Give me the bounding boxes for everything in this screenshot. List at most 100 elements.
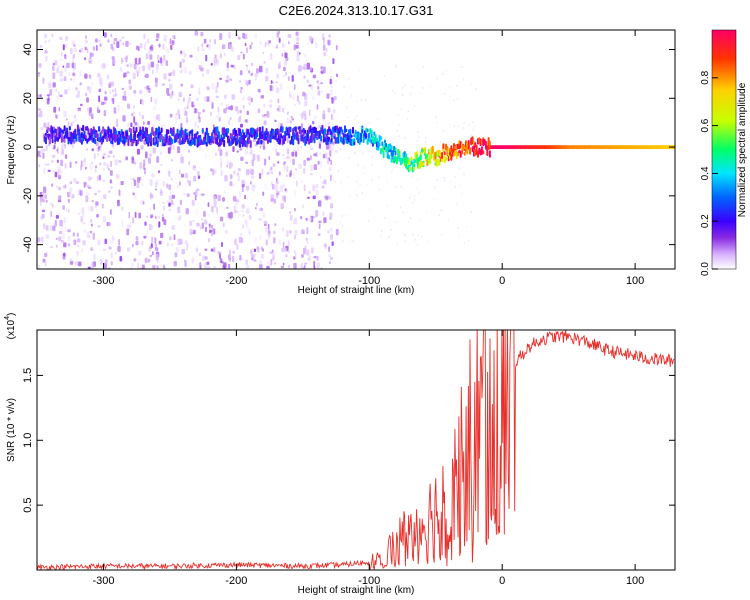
spectrogram-noise-cell xyxy=(60,240,64,243)
spectrogram-noise-cell xyxy=(330,174,332,182)
spectrogram-noise-cell xyxy=(111,56,115,61)
spectrogram-noise-cell xyxy=(74,161,78,164)
spectrogram-noise-cell xyxy=(330,203,333,209)
spectrogram-ridge-cell xyxy=(382,150,385,159)
spectrogram-noise-cell xyxy=(204,96,207,102)
spectrogram-noise-cell xyxy=(252,153,256,161)
spectrogram-noise-cell xyxy=(165,35,169,38)
spectrogram-noise-cell xyxy=(216,82,219,88)
spectrogram-noise-cell xyxy=(107,222,111,227)
spectrogram-ridge-cell xyxy=(381,141,384,146)
spectrogram-noise-cell xyxy=(277,161,280,164)
spectrogram-ridge-cell xyxy=(482,150,485,155)
spectrogram-noise-cell xyxy=(71,142,75,149)
spectrogram-noise-cell xyxy=(145,73,149,78)
spectrogram-noise-cell xyxy=(142,201,145,205)
spectrogram-noise-cell xyxy=(110,160,112,168)
spectrogram-noise-cell xyxy=(226,164,228,168)
spectrogram-noise-cell xyxy=(102,248,106,251)
spectrogram-noise-cell xyxy=(300,263,303,269)
spectrogram-noise-cell xyxy=(41,192,45,199)
spectrogram-noise-cell xyxy=(293,217,298,225)
spectrogram-noise-cell xyxy=(248,95,251,102)
spectrogram-noise-cell xyxy=(339,148,342,151)
spectrogram-noise-cell xyxy=(323,243,327,247)
spectrogram-noise-cell xyxy=(239,109,242,114)
spectrogram-noise-cell xyxy=(192,229,196,235)
spectrogram-noise-cell xyxy=(328,261,332,265)
spectrogram-noise-cell xyxy=(317,82,320,86)
spectrogram-noise-cell xyxy=(109,150,113,154)
spectrogram-noise-cell xyxy=(136,45,139,51)
spectrogram-noise-cell xyxy=(63,143,66,147)
spectrogram-noise-cell xyxy=(190,259,195,263)
spectrogram-noise-cell xyxy=(148,64,151,71)
spectrogram-noise-cell xyxy=(315,42,318,49)
spectrogram-x-axis-label: Height of straight line (km) xyxy=(298,285,415,296)
spectrogram-noise-cell xyxy=(310,172,313,176)
spectrogram-noise-cell xyxy=(355,181,357,184)
spectrogram-noise-cell xyxy=(123,90,127,98)
spectrogram-noise-cell xyxy=(245,64,248,67)
spectrogram-noise-cell xyxy=(66,118,68,121)
spectrogram-noise-cell xyxy=(40,236,44,243)
spectrogram-noise-cell xyxy=(316,256,319,261)
spectrogram-noise-cell xyxy=(126,228,130,236)
spectrogram-noise-cell xyxy=(361,143,363,146)
spectrogram-noise-cell xyxy=(274,142,278,148)
spectrogram-noise-cell xyxy=(83,182,86,188)
spectrogram-noise-cell xyxy=(263,61,266,64)
spectrogram-ridge-cell xyxy=(395,157,398,163)
spectrogram-noise-cell xyxy=(236,209,239,214)
spectrogram-noise-cell xyxy=(241,185,244,193)
spectrogram-noise-cell xyxy=(194,108,198,114)
spectrogram-noise-cell xyxy=(309,36,312,42)
spectrogram-noise-cell xyxy=(73,47,77,53)
spectrogram-noise-cell xyxy=(91,82,94,85)
spectrogram-noise-cell xyxy=(39,44,43,48)
spectrogram-noise-cell xyxy=(142,264,145,269)
spectrogram-noise-cell xyxy=(380,235,382,238)
spectrogram-noise-cell xyxy=(244,219,247,225)
spectrogram-noise-cell xyxy=(266,266,270,269)
snr-x-tick-label: -100 xyxy=(358,575,380,587)
spectrogram-noise-cell xyxy=(276,192,279,196)
spectrogram-noise-cell xyxy=(366,183,368,186)
spectrogram-noise-cell xyxy=(330,233,334,240)
spectrogram-noise-cell xyxy=(390,228,392,231)
spectrogram-noise-cell xyxy=(56,159,59,164)
spectrogram-noise-cell xyxy=(155,81,158,88)
spectrogram-ridge-cell xyxy=(130,133,132,141)
spectrogram-noise-cell xyxy=(152,265,156,269)
spectrogram-noise-cell xyxy=(63,76,67,82)
spectrogram-noise-cell xyxy=(323,119,327,126)
spectrogram-noise-cell xyxy=(412,234,414,236)
spectrogram-noise-cell xyxy=(242,32,245,39)
spectrogram-noise-cell xyxy=(127,122,130,128)
spectrogram-noise-cell xyxy=(132,243,134,248)
spectrogram-ridge-cell xyxy=(353,138,356,143)
spectrogram-noise-cell xyxy=(286,155,290,160)
spectrogram-noise-cell xyxy=(343,85,345,88)
spectrogram-noise-cell xyxy=(148,124,151,129)
spectrogram-marks xyxy=(37,30,675,269)
spectrogram-noise-cell xyxy=(468,240,470,243)
spectrogram-noise-cell xyxy=(293,256,296,260)
spectrogram-noise-cell xyxy=(310,164,313,172)
spectrogram-noise-cell xyxy=(37,108,42,111)
spectrogram-noise-cell xyxy=(303,159,307,167)
spectrogram-noise-cell xyxy=(326,143,330,150)
spectrogram-noise-cell xyxy=(395,221,397,224)
spectrogram-noise-cell xyxy=(331,118,334,121)
spectrogram-noise-cell xyxy=(154,116,158,120)
spectrogram-noise-cell xyxy=(322,153,326,159)
spectrogram-noise-cell xyxy=(283,66,286,72)
spectrogram-noise-cell xyxy=(298,100,301,105)
spectrogram-noise-cell xyxy=(404,136,406,139)
spectrogram-noise-cell xyxy=(248,70,251,74)
spectrogram-noise-cell xyxy=(110,209,112,215)
spectrogram-noise-cell xyxy=(457,227,459,229)
spectrogram-noise-cell xyxy=(284,52,288,59)
spectrogram-noise-cell xyxy=(154,98,157,105)
spectrogram-noise-cell xyxy=(269,99,273,103)
